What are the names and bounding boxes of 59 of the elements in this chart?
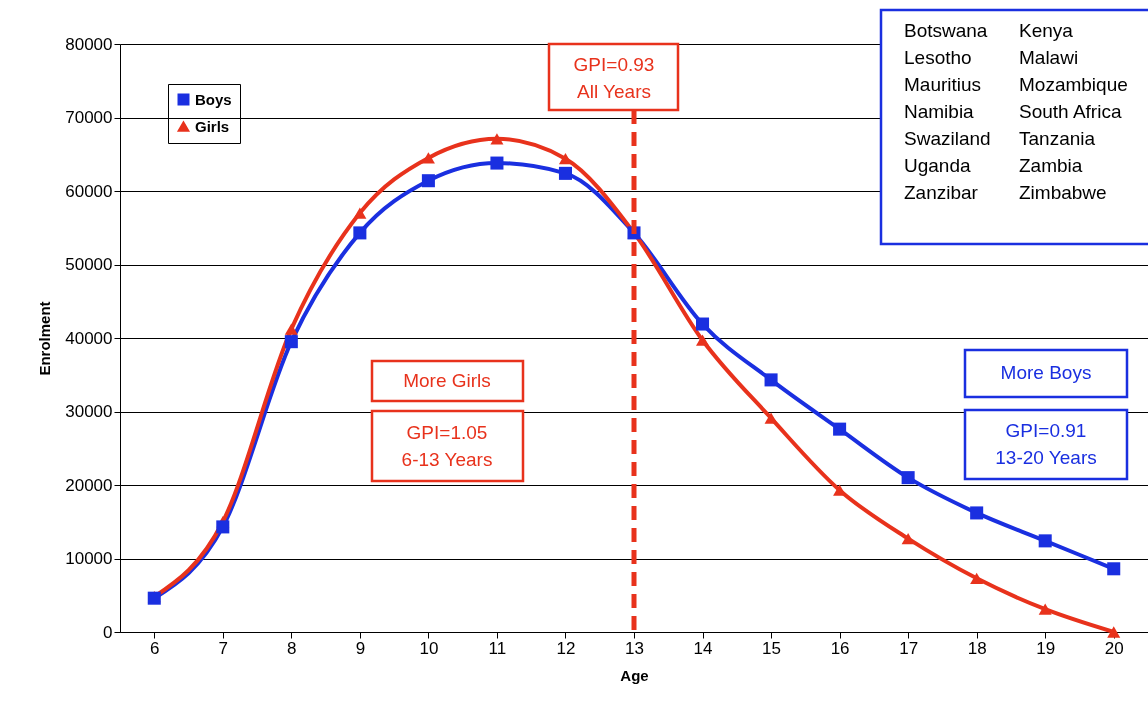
x-tick-label: 12 <box>556 638 576 658</box>
y-tick-label: 30000 <box>65 402 113 421</box>
x-tick-label: 16 <box>830 638 850 658</box>
point <box>696 334 710 346</box>
x-axis-title: Age <box>620 666 649 684</box>
annotation: Botswana Lesotho Mauritius Namibia Swaziland Uganda Zanzibar <box>904 20 991 203</box>
point <box>353 207 367 219</box>
point <box>490 156 504 170</box>
x-tick-label: 14 <box>693 638 713 658</box>
x-tick-label: 7 <box>218 638 229 658</box>
point <box>970 572 984 584</box>
point <box>970 506 984 520</box>
point <box>490 133 504 145</box>
point <box>421 152 435 164</box>
point <box>1038 603 1052 615</box>
y-tick-label: 70000 <box>65 108 113 127</box>
point <box>284 335 298 349</box>
point <box>696 317 710 331</box>
y-tick-label: 20000 <box>65 475 113 495</box>
x-tick-label: 20 <box>1104 638 1124 658</box>
legend-label: Boys <box>195 90 232 108</box>
x-tick-label: 13 <box>625 638 644 658</box>
x-tick-label: 6 <box>150 638 160 658</box>
point <box>1107 562 1121 576</box>
x-tick-label: 9 <box>355 638 366 658</box>
point <box>764 412 778 424</box>
x-tick-label: 18 <box>967 638 987 658</box>
point <box>901 533 915 545</box>
point <box>216 520 230 534</box>
point <box>558 153 572 165</box>
x-tick-label: 19 <box>1036 638 1056 658</box>
point <box>284 323 298 335</box>
point <box>833 422 847 436</box>
y-tick-label: 60000 <box>65 181 113 201</box>
point <box>421 174 435 188</box>
ref-line-label: GPI=0.93 All Years <box>573 54 655 102</box>
x-tick-label: 10 <box>419 638 439 658</box>
y-tick-label: 10000 <box>65 549 113 568</box>
x-tick-label: 17 <box>899 638 919 658</box>
point <box>558 166 572 180</box>
point <box>901 471 915 485</box>
point <box>1107 626 1121 638</box>
annotation: GPI=0.91 13-20 Years <box>995 420 1097 468</box>
point <box>1038 534 1052 548</box>
x-tick-label: 8 <box>287 638 297 658</box>
x-tick-label: 15 <box>762 638 782 658</box>
annotation: More Girls <box>403 370 491 391</box>
legend-label: Girls <box>195 117 230 135</box>
annotation: GPI=1.05 6-13 Years <box>401 422 493 470</box>
annotation: More Boys <box>1000 362 1092 383</box>
x-tick-label: 11 <box>488 638 507 658</box>
annotation: Kenya Malawi Mozambique South Africa Tanzania Zambia Zimbabwe <box>1019 20 1128 203</box>
y-tick-label: 40000 <box>65 328 113 348</box>
y-tick-label: 50000 <box>65 255 113 274</box>
y-axis-title: Enrolment <box>36 301 54 376</box>
point <box>353 226 367 240</box>
y-tick-label: 80000 <box>65 34 113 54</box>
point <box>764 373 778 387</box>
y-tick-label: 0 <box>103 622 113 642</box>
